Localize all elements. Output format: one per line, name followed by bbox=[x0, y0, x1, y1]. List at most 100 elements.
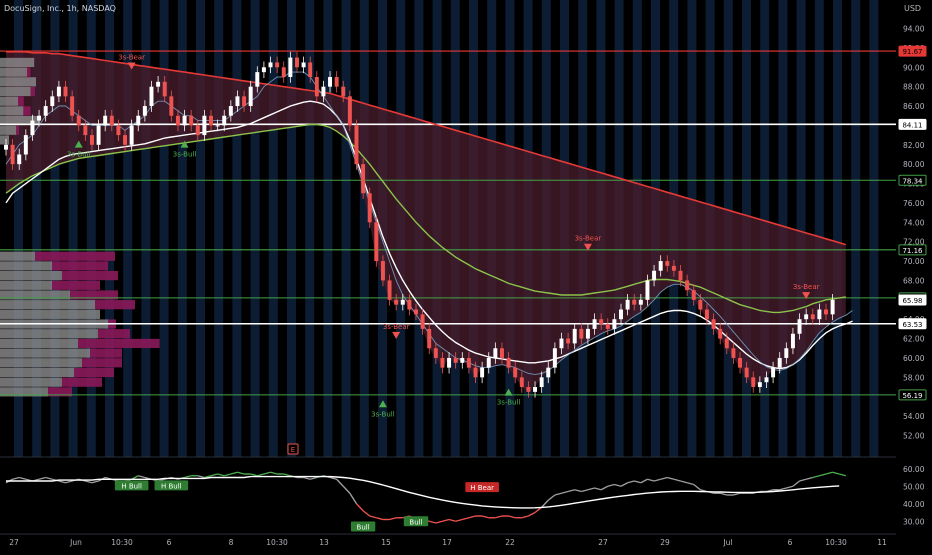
candle-body[interactable] bbox=[142, 106, 147, 116]
candle-body[interactable] bbox=[480, 367, 485, 378]
candle[interactable] bbox=[334, 71, 339, 93]
candle[interactable] bbox=[162, 76, 167, 103]
candle-body[interactable] bbox=[301, 62, 306, 68]
candle[interactable] bbox=[394, 294, 399, 311]
candle[interactable] bbox=[539, 371, 544, 393]
candle-body[interactable] bbox=[228, 106, 233, 116]
candle[interactable] bbox=[420, 308, 425, 335]
candle-body[interactable] bbox=[10, 144, 15, 165]
candle-body[interactable] bbox=[89, 135, 94, 145]
candle-body[interactable] bbox=[506, 357, 511, 368]
candle[interactable] bbox=[480, 361, 485, 384]
candle-body[interactable] bbox=[242, 96, 247, 107]
candle-body[interactable] bbox=[519, 377, 524, 388]
candle-body[interactable] bbox=[195, 125, 200, 136]
candle-body[interactable] bbox=[30, 120, 35, 136]
candle[interactable] bbox=[209, 109, 213, 132]
candle-body[interactable] bbox=[420, 314, 425, 329]
candle-body[interactable] bbox=[751, 377, 756, 388]
candle-body[interactable] bbox=[804, 314, 809, 320]
candle[interactable] bbox=[288, 51, 293, 83]
candle[interactable] bbox=[328, 71, 333, 93]
candle-body[interactable] bbox=[486, 357, 491, 368]
candle[interactable] bbox=[380, 255, 385, 287]
candle[interactable] bbox=[572, 323, 577, 350]
candle-body[interactable] bbox=[294, 57, 299, 68]
candle[interactable] bbox=[612, 313, 617, 335]
candle-body[interactable] bbox=[116, 125, 121, 136]
candle[interactable] bbox=[757, 376, 762, 393]
candle[interactable] bbox=[142, 100, 147, 122]
candle-body[interactable] bbox=[209, 115, 213, 126]
candle-body[interactable] bbox=[70, 96, 75, 116]
candle-body[interactable] bbox=[777, 357, 782, 368]
candle-body[interactable] bbox=[175, 115, 180, 126]
candle-body[interactable] bbox=[123, 135, 128, 145]
candle[interactable] bbox=[519, 371, 524, 393]
candle-body[interactable] bbox=[76, 115, 81, 126]
candle[interactable] bbox=[4, 138, 8, 156]
candle[interactable] bbox=[314, 71, 319, 103]
candle[interactable] bbox=[189, 109, 194, 132]
candle[interactable] bbox=[685, 274, 690, 296]
candle-body[interactable] bbox=[275, 62, 280, 68]
candle-body[interactable] bbox=[552, 348, 557, 368]
candle-body[interactable] bbox=[222, 115, 227, 126]
candle[interactable] bbox=[599, 313, 604, 330]
candle-body[interactable] bbox=[347, 96, 352, 126]
candle[interactable] bbox=[50, 90, 55, 112]
candle-body[interactable] bbox=[724, 338, 729, 349]
candle-body[interactable] bbox=[129, 125, 134, 145]
candle[interactable] bbox=[23, 129, 28, 161]
candle[interactable] bbox=[566, 332, 571, 350]
candle-body[interactable] bbox=[738, 357, 743, 368]
candle[interactable] bbox=[447, 352, 452, 374]
candle[interactable] bbox=[771, 361, 776, 384]
price-candles[interactable] bbox=[4, 51, 835, 398]
candle[interactable] bbox=[711, 313, 716, 335]
candle-body[interactable] bbox=[394, 299, 399, 305]
candle[interactable] bbox=[275, 56, 280, 74]
candle-body[interactable] bbox=[182, 115, 187, 126]
candle-body[interactable] bbox=[771, 367, 776, 378]
candle-body[interactable] bbox=[632, 299, 637, 305]
candle-body[interactable] bbox=[202, 115, 207, 136]
candle-body[interactable] bbox=[109, 115, 114, 126]
event-marker[interactable]: E bbox=[287, 443, 299, 455]
candle-body[interactable] bbox=[817, 309, 822, 320]
candle[interactable] bbox=[63, 80, 68, 103]
candle-body[interactable] bbox=[387, 280, 392, 300]
candle-body[interactable] bbox=[704, 309, 709, 320]
candle[interactable] bbox=[625, 294, 630, 316]
candle[interactable] bbox=[321, 80, 326, 103]
candle-body[interactable] bbox=[440, 357, 445, 368]
candle[interactable] bbox=[704, 303, 709, 326]
candle-body[interactable] bbox=[169, 96, 174, 116]
candle-body[interactable] bbox=[797, 319, 802, 334]
candle[interactable] bbox=[731, 342, 736, 364]
candle[interactable] bbox=[268, 56, 273, 74]
candle[interactable] bbox=[195, 119, 200, 141]
candle[interactable] bbox=[718, 323, 723, 345]
candle[interactable] bbox=[149, 80, 154, 112]
horizontal-levels[interactable] bbox=[0, 50, 896, 396]
candle[interactable] bbox=[347, 90, 352, 132]
candle-body[interactable] bbox=[612, 319, 617, 329]
candle-body[interactable] bbox=[645, 280, 650, 300]
candle-body[interactable] bbox=[23, 135, 28, 155]
candle[interactable] bbox=[632, 294, 637, 311]
candle[interactable] bbox=[414, 303, 418, 321]
candle[interactable] bbox=[764, 371, 769, 388]
candle[interactable] bbox=[797, 313, 802, 340]
candle[interactable] bbox=[506, 352, 511, 374]
candle-body[interactable] bbox=[63, 86, 68, 97]
candle-body[interactable] bbox=[585, 328, 590, 339]
candle-body[interactable] bbox=[321, 86, 326, 97]
candle[interactable] bbox=[579, 323, 584, 345]
candle-body[interactable] bbox=[149, 86, 154, 107]
candle[interactable] bbox=[83, 119, 88, 141]
candle[interactable] bbox=[103, 109, 108, 132]
candle[interactable] bbox=[301, 56, 306, 74]
candle[interactable] bbox=[202, 109, 207, 141]
candle-body[interactable] bbox=[493, 348, 498, 358]
